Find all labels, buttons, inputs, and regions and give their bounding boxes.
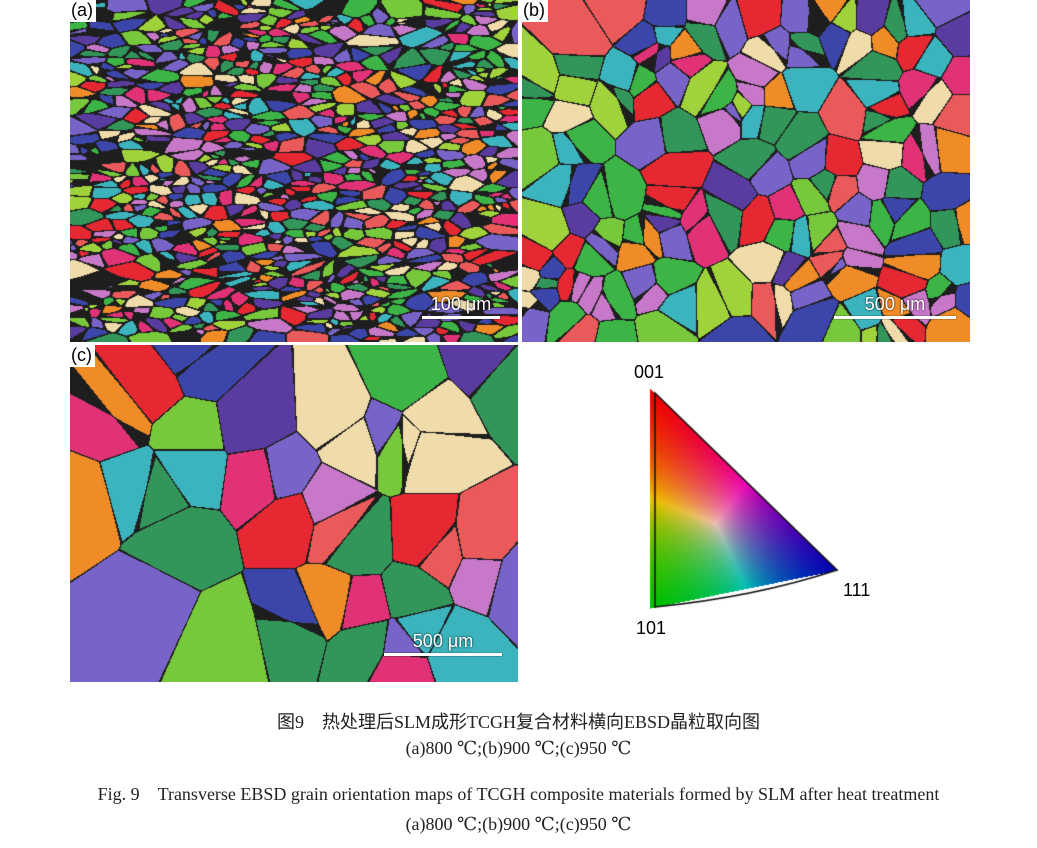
caption-en-sub: (a)800 ℃;(b)900 ℃;(c)950 ℃ xyxy=(405,814,632,834)
grain-map-b xyxy=(522,0,970,342)
scale-label-a: 100 μm xyxy=(430,294,492,314)
ebsd-map-b: (b) 500 μm xyxy=(522,0,970,342)
ebsd-map-a: (a) 100 μm xyxy=(70,0,518,342)
caption-en-title: Fig. 9 Transverse EBSD grain orientation… xyxy=(97,784,940,804)
panel-label-a: (a) xyxy=(70,0,96,22)
scale-bar-b: 500 μm xyxy=(834,294,956,319)
grain-map-c xyxy=(70,345,518,682)
scale-bar-a: 100 μm xyxy=(422,294,500,319)
scale-label-c: 500 μm xyxy=(412,631,474,651)
panel-label-b: (b) xyxy=(522,0,548,22)
ipf-label-111: 111 xyxy=(843,580,871,600)
caption-cn-title: 图9 热处理后SLM成形TCGH复合材料横向EBSD晶粒取向图 xyxy=(276,712,761,732)
ipf-triangle xyxy=(645,385,845,615)
caption-cn-sub: (a)800 ℃;(b)900 ℃;(c)950 ℃ xyxy=(405,738,632,758)
scale-bar-c: 500 μm xyxy=(384,631,502,656)
panel-label-c: (c) xyxy=(70,345,95,367)
ipf-label-101: 101 xyxy=(636,618,667,638)
ebsd-map-c: (c) 500 μm xyxy=(70,345,518,682)
scale-label-b: 500 μm xyxy=(864,294,926,314)
ipf-label-001: 001 xyxy=(634,362,665,382)
grain-map-a xyxy=(70,0,518,342)
